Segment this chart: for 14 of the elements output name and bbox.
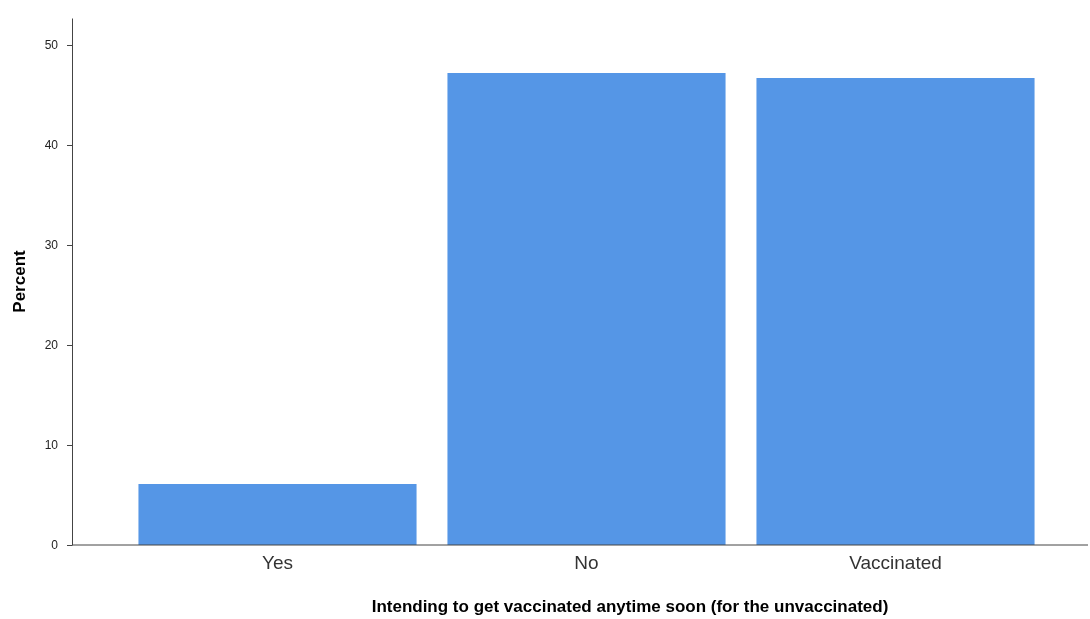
y-tick-label: 40 (44, 138, 59, 153)
x-tick-label: Vaccinated (849, 551, 942, 573)
y-tick-label: 30 (44, 238, 59, 253)
y-axis-title: Percent (10, 249, 29, 313)
y-tick-label: 20 (44, 338, 59, 353)
bar (756, 78, 1035, 545)
y-tick-label: 10 (44, 438, 59, 453)
y-tick-label: 50 (44, 38, 59, 53)
bar (447, 73, 726, 545)
x-tick-label: No (574, 551, 599, 573)
x-axis-title: Intending to get vaccinated anytime soon (for the unvaccinated) (371, 597, 889, 616)
y-tick-label: 0 (51, 538, 59, 553)
bar (138, 484, 417, 545)
x-tick-label: Yes (262, 551, 293, 573)
